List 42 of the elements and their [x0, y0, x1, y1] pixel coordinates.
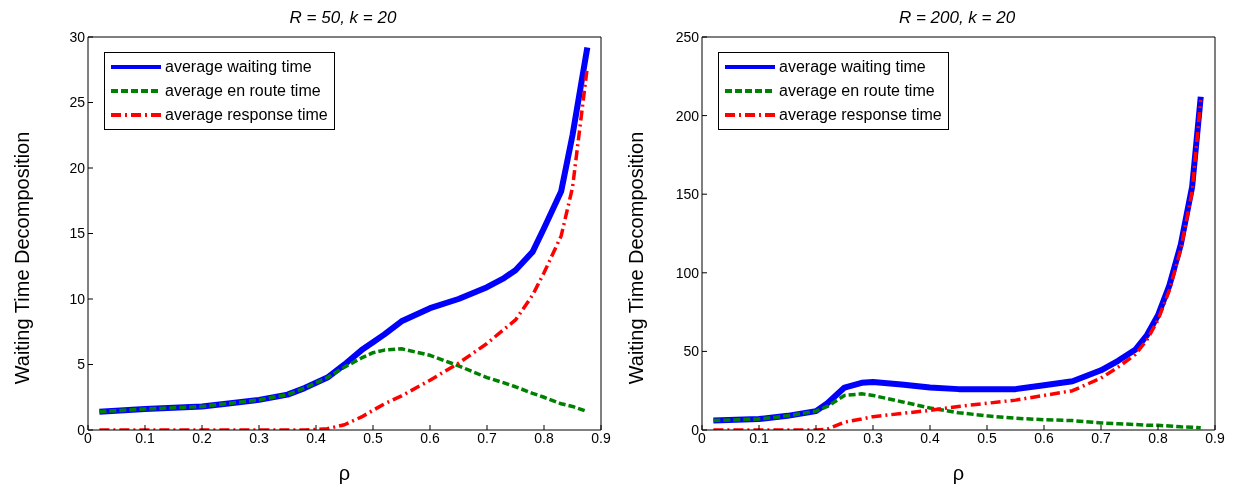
x-axis-title: ρ [952, 462, 965, 484]
x-tick-label: 0.6 [1034, 429, 1054, 446]
legend-label: average en route time [165, 82, 321, 100]
y-tick-label: 30 [69, 28, 86, 45]
x-tick-label: 0.9 [1205, 429, 1225, 446]
x-tick-label: 0.9 [591, 429, 611, 446]
x-tick-label: 0.5 [363, 429, 383, 446]
x-tick-label: 0.6 [420, 429, 440, 446]
y-tick-label: 50 [683, 343, 700, 360]
legend-label: average waiting time [779, 58, 926, 76]
y-tick-label: 25 [69, 94, 86, 111]
line-series [711, 392, 1203, 430]
y-axis-title: Waiting Time Decomposition [10, 131, 34, 385]
x-tick-label: 0.4 [920, 429, 940, 446]
y-tick-label: 200 [675, 107, 700, 124]
x-tick-label: 0.3 [863, 429, 883, 446]
y-tick-label: 10 [69, 290, 86, 307]
x-tick-label: 0.2 [806, 429, 826, 446]
y-axis-title: Waiting Time Decomposition [624, 131, 648, 385]
legend-label: average waiting time [165, 58, 312, 76]
x-tick-label: 0.4 [306, 429, 326, 446]
x-axis-title: ρ [338, 462, 351, 484]
x-tick-label: 0.1 [135, 429, 155, 446]
legend-label: average en route time [779, 82, 935, 100]
y-tick-label: 150 [675, 186, 700, 203]
x-tick-label: 0.7 [477, 429, 497, 446]
x-tick-label: 0.8 [534, 429, 554, 446]
x-tick-label: 0.5 [977, 429, 997, 446]
legend-label: average response time [779, 106, 942, 124]
x-tick-label: 0.1 [749, 429, 769, 446]
x-tick-label: 0.7 [1091, 429, 1111, 446]
x-tick-label: 0.3 [249, 429, 269, 446]
x-tick-label: 0.8 [1148, 429, 1168, 446]
y-tick-label: 5 [77, 356, 86, 373]
y-tick-label: 100 [675, 264, 700, 281]
x-tick-label: 0.2 [192, 429, 212, 446]
chart-title: R = 50, k = 20 [288, 8, 398, 29]
y-tick-label: 20 [69, 159, 86, 176]
chart-title: R = 200, k = 20 [897, 8, 1017, 29]
legend-label: average response time [165, 106, 328, 124]
y-tick-label: 250 [675, 28, 700, 45]
y-tick-label: 15 [69, 225, 86, 242]
